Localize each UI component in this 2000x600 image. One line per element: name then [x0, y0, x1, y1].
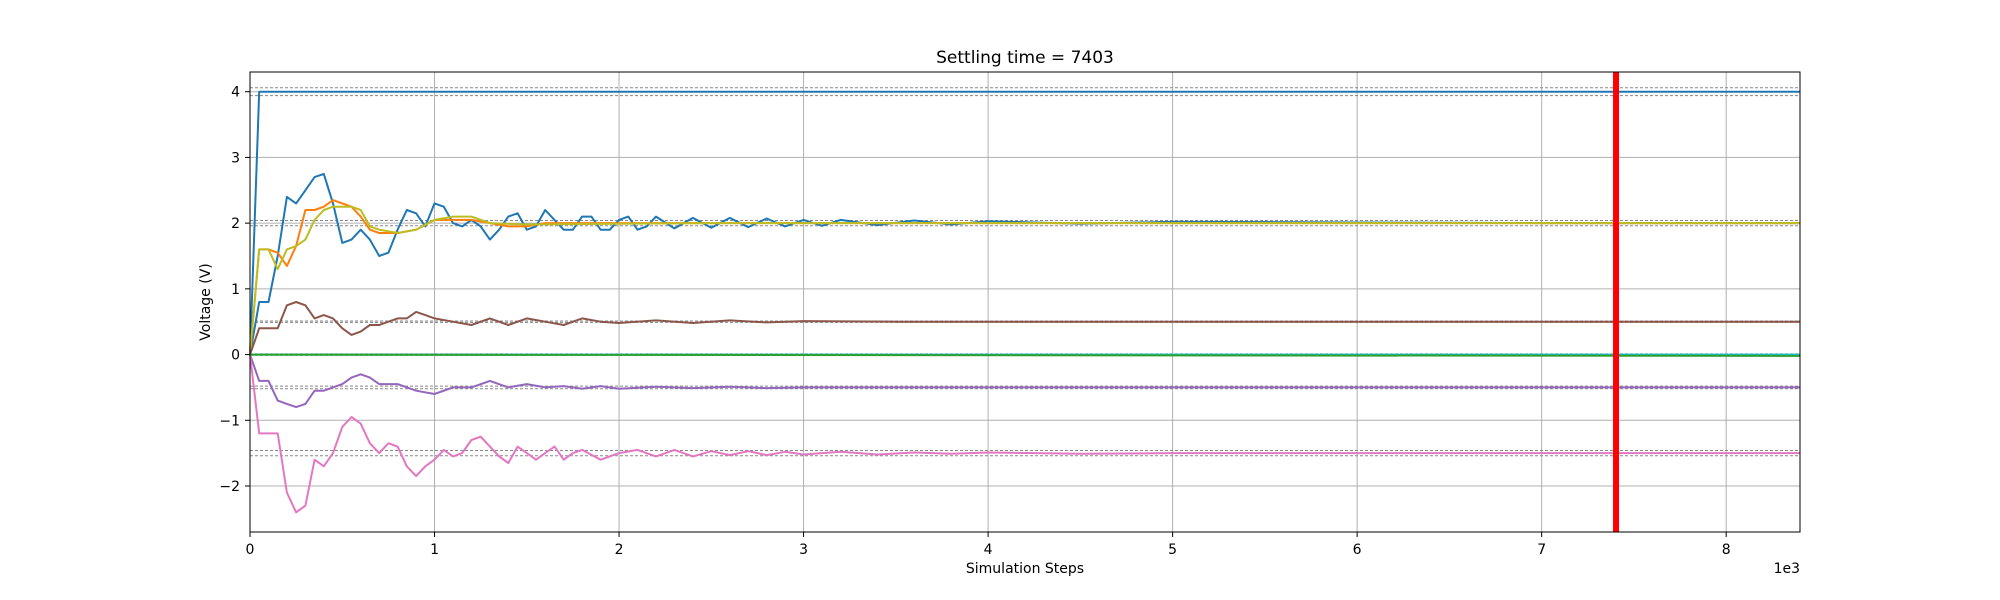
- y-tick-label: 4: [231, 85, 240, 101]
- y-axis-ticks: −2 −1 0 1 2 3 4: [219, 85, 250, 495]
- y-tick-label: 1: [231, 282, 240, 298]
- series-lines: [249, 90, 1801, 514]
- series-line: [249, 90, 1800, 355]
- series-line: [249, 354, 1800, 409]
- series-line: [249, 353, 1801, 357]
- y-axis-label: Voltage (V): [198, 263, 214, 340]
- chart-title: Settling time = 7403: [936, 48, 1114, 68]
- series-line: [249, 205, 1800, 355]
- y-tick-label: 2: [231, 216, 240, 232]
- y-tick-label: −1: [219, 413, 240, 429]
- x-axis-label: Simulation Steps: [966, 561, 1084, 577]
- x-tick-label: 1: [430, 542, 439, 558]
- x-tick-label: 4: [984, 542, 993, 558]
- series-line: [249, 301, 1800, 355]
- x-axis-offset-label: 1e3: [1774, 561, 1800, 577]
- x-tick-label: 3: [799, 542, 808, 558]
- y-tick-label: −2: [219, 479, 240, 495]
- series-line: [249, 354, 1800, 514]
- y-tick-label: 0: [231, 348, 240, 364]
- x-tick-label: 5: [1168, 542, 1177, 558]
- x-tick-label: 7: [1537, 542, 1546, 558]
- x-tick-label: 0: [246, 542, 255, 558]
- x-tick-label: 2: [615, 542, 624, 558]
- plot-frame: [249, 71, 1801, 533]
- x-tick-label: 6: [1353, 542, 1362, 558]
- y-tick-label: 3: [231, 150, 240, 166]
- x-axis-ticks: 0 1 2 3 4 5 6 7 8: [246, 532, 1731, 558]
- x-tick-label: 8: [1722, 542, 1731, 558]
